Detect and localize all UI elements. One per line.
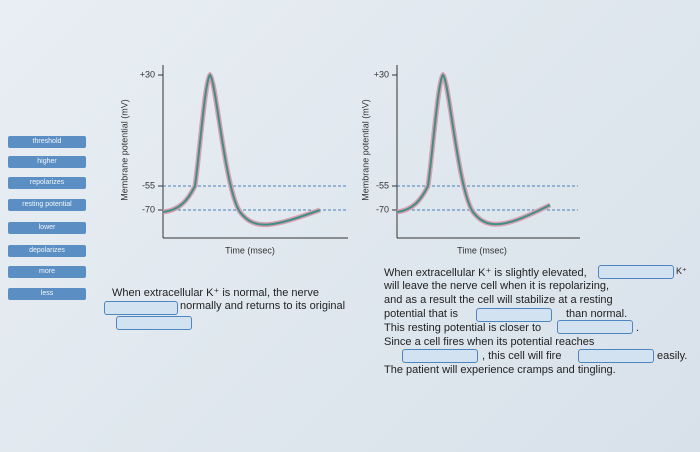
action-potential-curve: [162, 73, 321, 226]
text-line: and as a result the cell will stabilize …: [384, 294, 613, 306]
graph-left: +30 -55 -70 Membrane potential (mV) Time…: [119, 65, 348, 255]
text-line: .: [636, 322, 640, 334]
tick-label: -70: [376, 204, 389, 214]
text-line: will leave the nerve cell when it is rep…: [384, 280, 609, 292]
x-axis-label: Time (msec): [225, 245, 275, 255]
word-tile[interactable]: depolarizes: [8, 245, 86, 257]
y-axis-label: Membrane potential (mV): [119, 99, 129, 201]
text-line: When extracellular K⁺ is normal, the ner…: [112, 287, 319, 299]
word-tile[interactable]: higher: [8, 156, 86, 168]
drop-zone[interactable]: [104, 301, 178, 315]
y-axis-label: Membrane potential (mV): [360, 99, 370, 201]
word-tile[interactable]: resting potential: [8, 199, 86, 211]
text-line: normally and returns to its original: [180, 300, 346, 312]
tick-label: -55: [142, 180, 155, 190]
word-tile[interactable]: threshold: [8, 136, 86, 148]
text-line: This resting potential is closer to: [384, 322, 542, 334]
text-line: K⁺: [676, 266, 687, 276]
text-line: easily.: [657, 350, 688, 362]
drop-zone[interactable]: [598, 265, 674, 279]
text-line: Since a cell fires when its potential re…: [384, 336, 595, 348]
graph-right: +30 -55 -70 Membrane potential (mV) Time…: [360, 65, 580, 255]
text-line: than normal.: [566, 308, 628, 320]
x-axis-label: Time (msec): [457, 245, 507, 255]
word-tile[interactable]: lower: [8, 222, 86, 234]
text-line: When extracellular K⁺ is slightly elevat…: [384, 267, 587, 279]
text-line: The patient will experience cramps and t…: [384, 364, 616, 376]
tick-label: -70: [142, 204, 155, 214]
drop-zone[interactable]: [476, 308, 552, 322]
curve-highlight: [162, 71, 321, 228]
tick-label: +30: [140, 69, 155, 79]
drop-zone[interactable]: [402, 349, 478, 363]
drop-zone[interactable]: [116, 316, 192, 330]
action-potential-curve: [396, 73, 551, 226]
text-line: potential that is: [384, 308, 458, 320]
drop-zone[interactable]: [557, 320, 633, 334]
tick-label: -55: [376, 180, 389, 190]
curve-highlight: [396, 71, 552, 227]
tick-label: +30: [374, 69, 389, 79]
drop-zone[interactable]: [578, 349, 654, 363]
word-tile[interactable]: repolarizes: [8, 177, 86, 189]
word-tile[interactable]: more: [8, 266, 86, 278]
word-tile[interactable]: less: [8, 288, 86, 300]
text-line: , this cell will fire: [482, 350, 562, 362]
